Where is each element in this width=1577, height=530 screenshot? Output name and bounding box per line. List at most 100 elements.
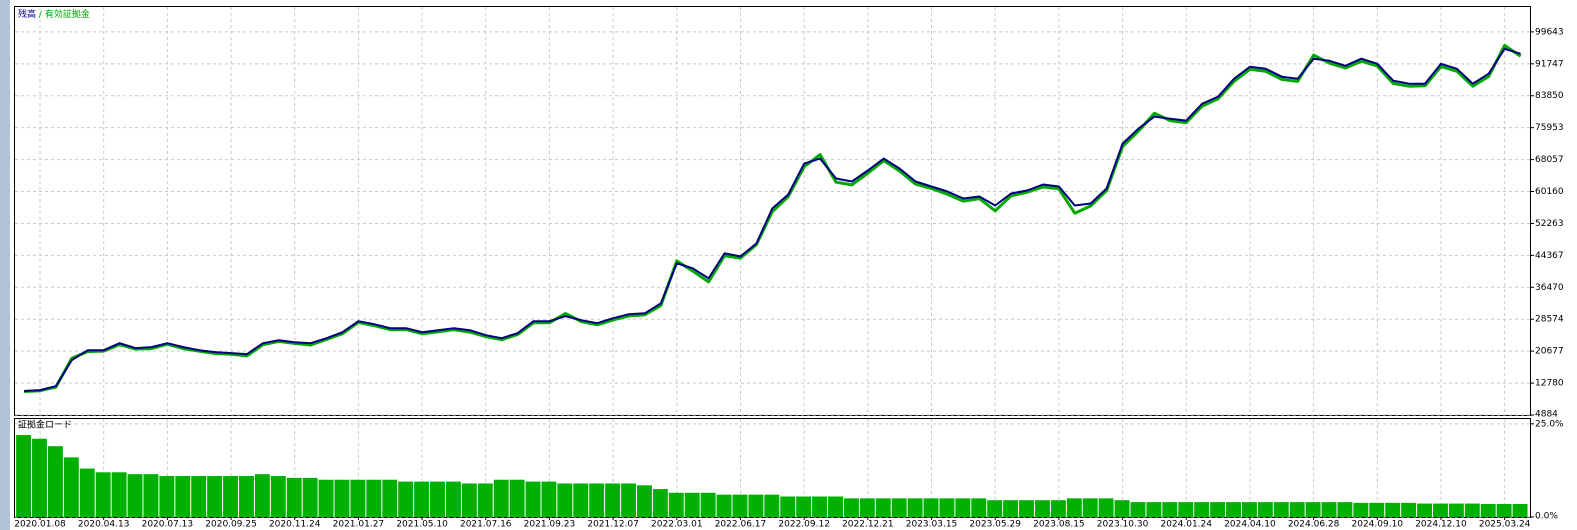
- series-line: [24, 43, 1522, 393]
- y-tick-label: 83850: [1535, 91, 1564, 101]
- bar: [111, 472, 127, 517]
- bar: [891, 498, 907, 517]
- bar: [509, 479, 525, 517]
- bar: [748, 494, 764, 517]
- x-tick-label: 2020.01.08: [14, 520, 66, 530]
- x-tick-label: 2021.07.16: [460, 520, 512, 530]
- bar: [350, 479, 366, 517]
- x-tick-label: 2024.09.10: [1352, 520, 1404, 530]
- bar: [652, 489, 668, 517]
- x-tick-label: 2021.09.23: [524, 520, 576, 530]
- x-tick-label: 2021.12.07: [587, 520, 639, 530]
- y-tick-label: 36470: [1535, 283, 1564, 293]
- y-tick-label: 60160: [1535, 187, 1564, 197]
- y-tick-label: 25.0%: [1535, 419, 1564, 429]
- bar: [445, 481, 461, 517]
- bar: [1480, 503, 1496, 517]
- bar: [270, 476, 286, 517]
- bar: [796, 496, 812, 517]
- bar: [1146, 502, 1162, 517]
- bar: [1241, 502, 1257, 517]
- bar: [859, 498, 875, 517]
- bar: [334, 479, 350, 517]
- bar: [1433, 503, 1448, 517]
- x-tick-label: 2023.03.15: [906, 520, 958, 530]
- y-tick-label: 52263: [1535, 219, 1564, 229]
- bar: [764, 494, 780, 517]
- bar: [1019, 500, 1034, 517]
- bar: [1496, 503, 1512, 517]
- bar: [95, 472, 111, 517]
- bar: [191, 476, 207, 517]
- x-tick-label: 2020.07.13: [142, 520, 194, 530]
- bar: [143, 474, 159, 517]
- x-tick-label: 2022.12.21: [842, 520, 894, 530]
- bar: [414, 481, 430, 517]
- bar: [557, 483, 573, 517]
- bar: [780, 496, 796, 517]
- bar: [318, 479, 334, 517]
- legend-entry: 残高: [18, 8, 36, 20]
- bar: [541, 481, 557, 517]
- x-tick-label: 2024.01.24: [1160, 520, 1212, 530]
- bar: [812, 496, 828, 517]
- bar: [493, 479, 509, 517]
- x-tick-label: 2022.09.12: [778, 520, 830, 530]
- bar: [907, 498, 923, 517]
- x-tick-label: 2024.04.10: [1224, 520, 1276, 530]
- y-tick-label: 99643: [1535, 27, 1564, 37]
- bar: [159, 476, 175, 517]
- x-tick-label: 2022.03.01: [651, 520, 703, 530]
- bar: [175, 476, 191, 517]
- x-tick-label: 2021.01.27: [333, 520, 385, 530]
- x-tick-label: 2020.04.13: [78, 520, 130, 530]
- bar: [127, 474, 143, 517]
- bar: [589, 483, 605, 517]
- x-tick-label: 2020.09.25: [205, 520, 257, 530]
- y-tick-label: 0.0%: [1535, 512, 1558, 522]
- bar: [207, 476, 223, 517]
- bar: [254, 474, 270, 517]
- x-tick-label: 2022.06.17: [715, 520, 767, 530]
- bar: [875, 498, 891, 517]
- bar: [366, 479, 382, 517]
- y-tick-label: 68057: [1535, 155, 1564, 165]
- bar: [1226, 502, 1241, 517]
- bar: [1305, 502, 1321, 517]
- bar: [32, 438, 47, 517]
- legend-separator: /: [39, 10, 43, 20]
- bar: [47, 446, 63, 517]
- sub-chart-title: 証拠金ロード: [18, 419, 72, 431]
- bar: [1098, 498, 1114, 517]
- bar: [1257, 502, 1273, 517]
- bar: [1082, 498, 1098, 517]
- bar: [621, 483, 636, 517]
- bar: [700, 492, 716, 517]
- bar: [398, 481, 414, 517]
- bar: [302, 477, 318, 517]
- series-line: [24, 47, 1521, 392]
- y-tick-label: 20677: [1535, 347, 1564, 357]
- y-tick-label: 75953: [1535, 123, 1564, 133]
- y-tick-label: 44367: [1535, 251, 1564, 261]
- bar: [1050, 500, 1066, 517]
- bar: [461, 483, 477, 517]
- side-panel: [0, 0, 10, 530]
- y-tick-label: 91747: [1535, 59, 1564, 69]
- x-tick-label: 2024.12.10: [1415, 520, 1467, 530]
- bar: [1130, 502, 1146, 517]
- bar: [1401, 502, 1417, 517]
- bar: [716, 494, 732, 517]
- bar: [605, 483, 621, 517]
- bar: [1385, 502, 1401, 517]
- bar: [1337, 502, 1353, 517]
- bar: [971, 498, 987, 517]
- bar: [843, 498, 859, 517]
- bar: [1448, 503, 1464, 517]
- bar: [923, 498, 939, 517]
- x-tick-label: 2024.06.28: [1288, 520, 1340, 530]
- y-tick-label: 12780: [1535, 379, 1564, 389]
- bar: [1464, 503, 1480, 517]
